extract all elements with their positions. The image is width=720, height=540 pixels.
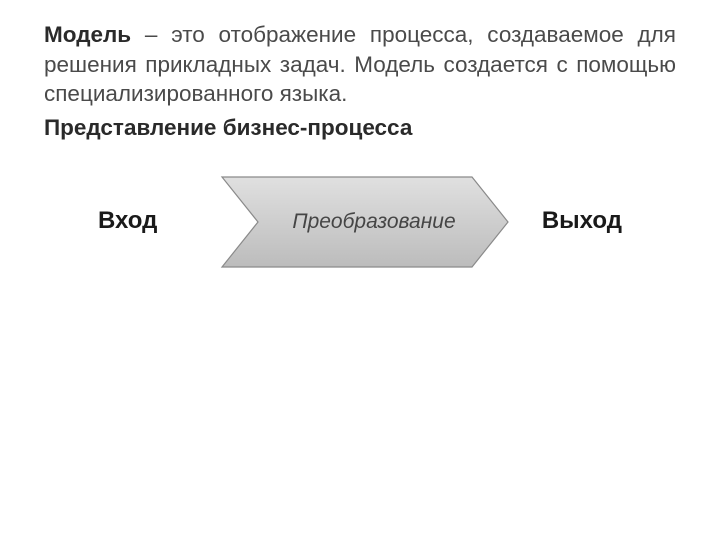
input-label: Вход: [98, 207, 157, 235]
transform-arrow: Преобразование: [220, 175, 510, 269]
definition-rest: – это отображение процесса, создаваемое …: [44, 22, 676, 106]
subtitle: Представление бизнес-процесса: [44, 115, 676, 141]
definition-paragraph: Модель – это отображение процесса, созда…: [44, 20, 676, 109]
arrow-path: [222, 177, 508, 267]
output-label: Выход: [542, 207, 622, 235]
chevron-arrow-icon: [220, 175, 510, 269]
process-diagram: Вход Преобразование Выход: [90, 169, 630, 279]
term: Модель: [44, 22, 131, 47]
